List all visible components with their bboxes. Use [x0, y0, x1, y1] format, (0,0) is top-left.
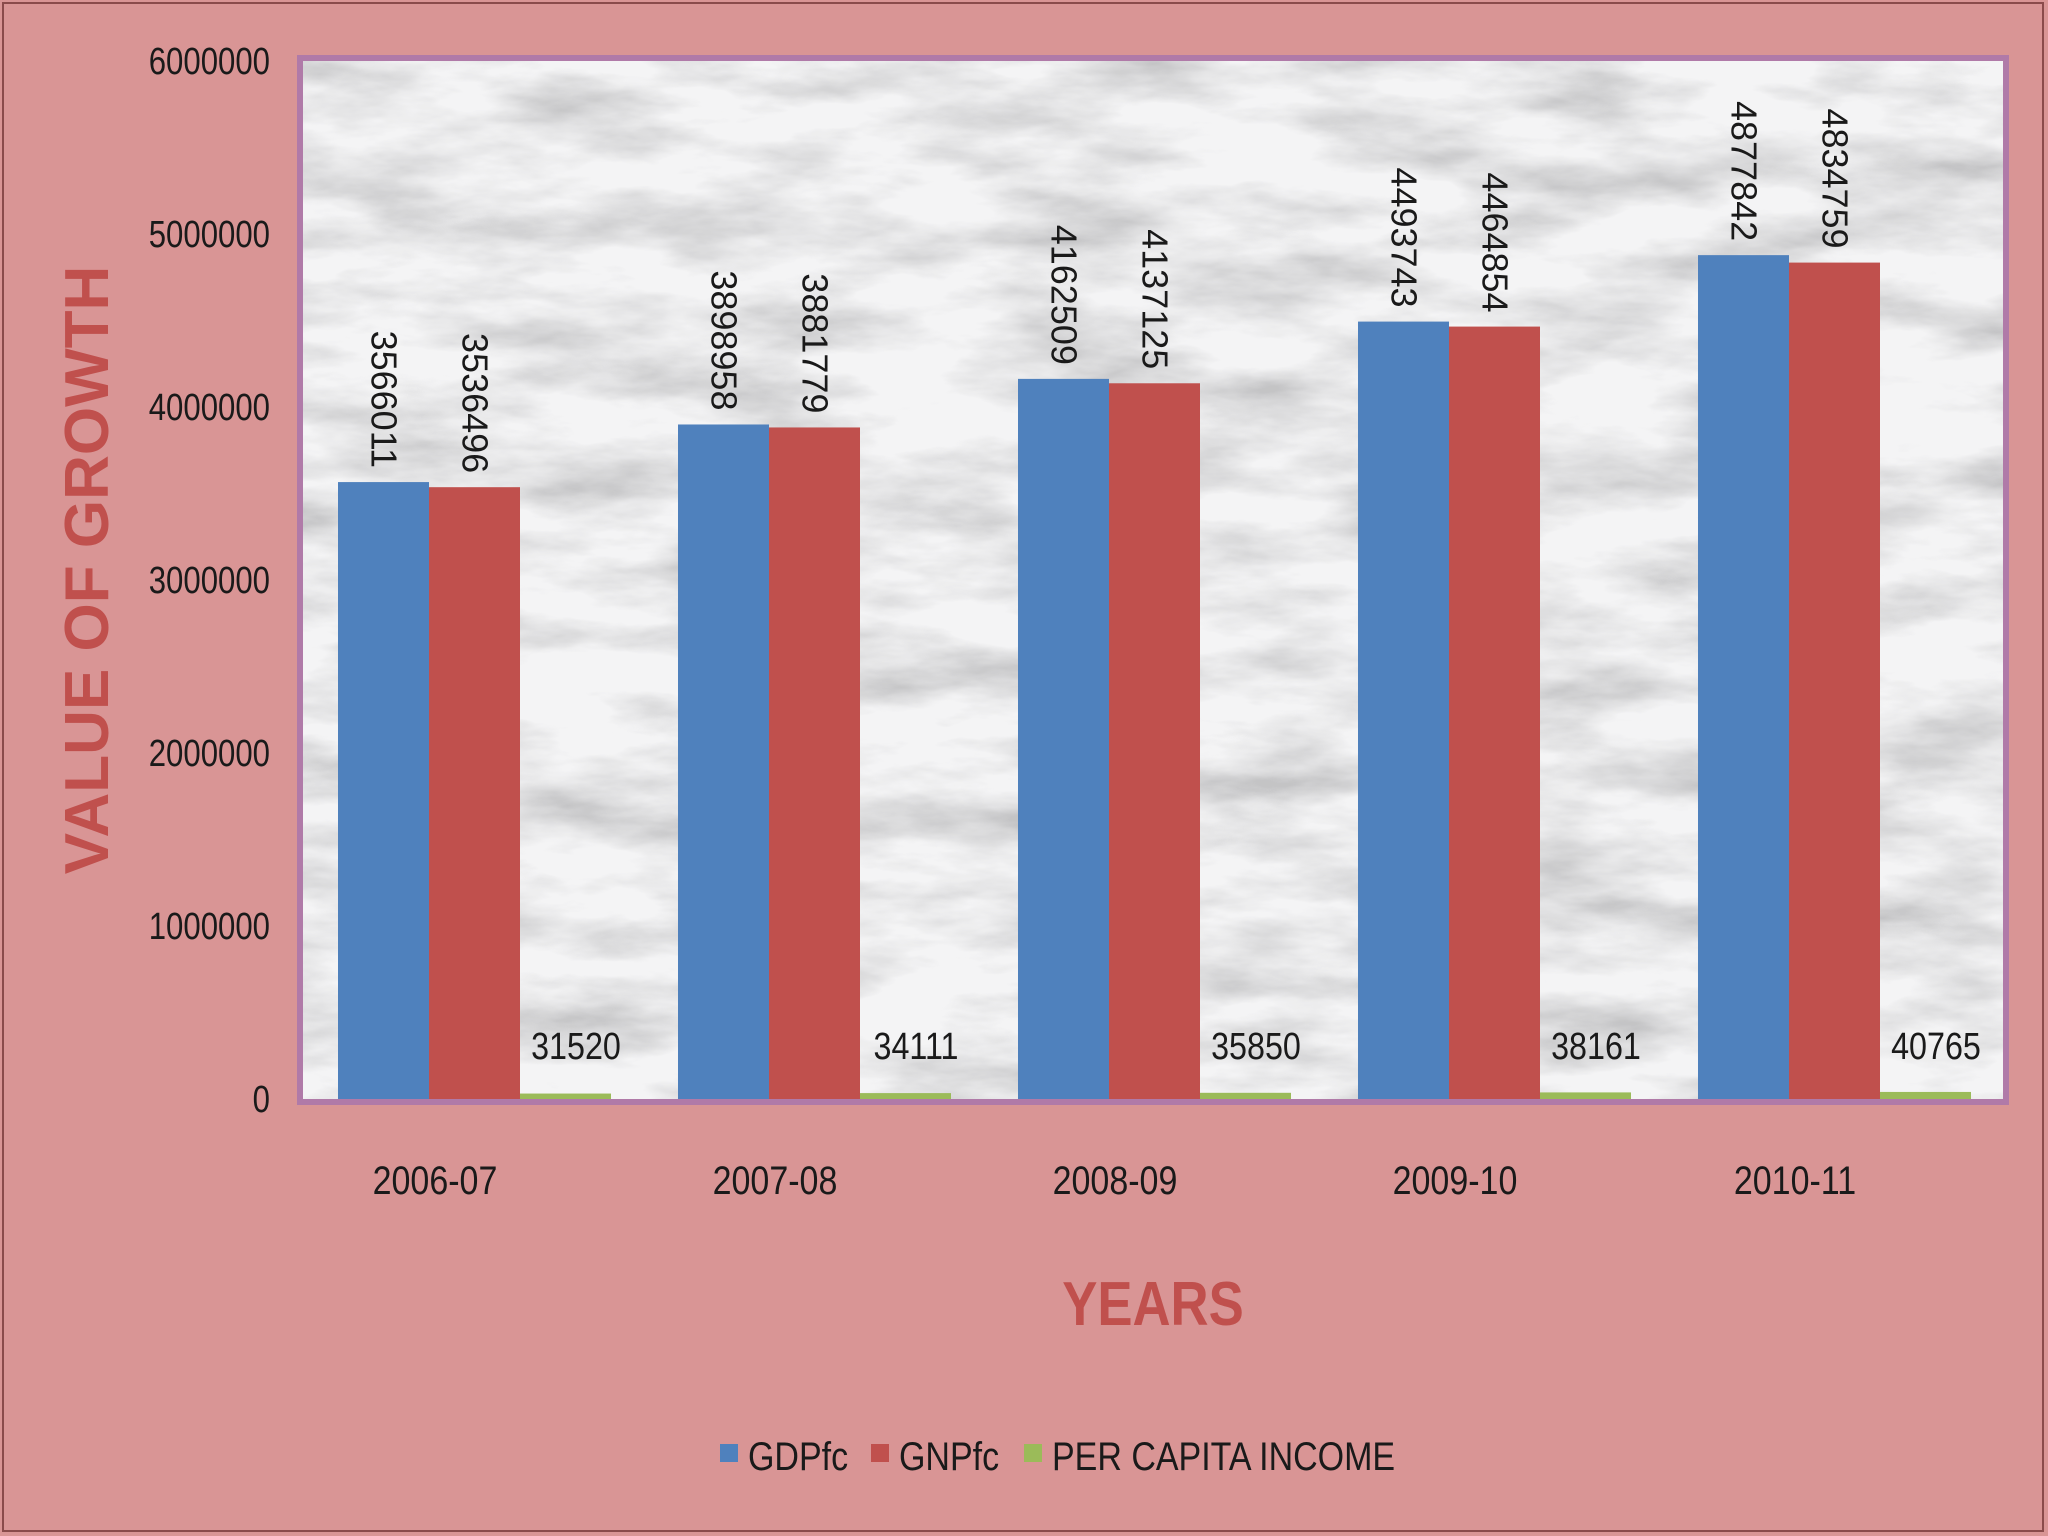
x-tick-label: 2009-10: [1393, 1157, 1518, 1202]
y-axis: 0 1000000 2000000 3000000 4000000 5000000 6000…: [149, 41, 270, 1121]
data-label: 3566011: [364, 331, 405, 468]
legend-swatch: [871, 1444, 889, 1462]
data-label: 4877842: [1724, 101, 1765, 241]
x-tick-label: 2010-11: [1734, 1157, 1856, 1202]
bar-per-capita-income-2009-10: [1540, 1092, 1631, 1099]
data-label: 4493743: [1384, 167, 1425, 307]
bar-gnpfc-2007-08: [769, 427, 860, 1099]
data-label: 3536496: [455, 333, 496, 473]
data-label: 35850: [1211, 1026, 1301, 1068]
x-tick-label: 2007-08: [713, 1157, 838, 1202]
bar-gnpfc-2009-10: [1449, 326, 1540, 1099]
bar-gdpfc-2010-11: [1698, 255, 1789, 1100]
y-tick-label: 5000000: [149, 214, 270, 256]
data-label: 4137125: [1135, 229, 1176, 369]
legend: GDPfc GNPfc PER CAPITA INCOME: [720, 1433, 1395, 1479]
data-label: 4162509: [1044, 225, 1085, 365]
legend-label: GNPfc: [899, 1433, 999, 1478]
y-tick-label: 6000000: [149, 41, 270, 83]
x-axis: 2006-07 2007-08 2008-09 2009-10 2010-11: [373, 1157, 1856, 1202]
y-tick-label: 1000000: [149, 906, 270, 948]
bar-gdpfc-2009-10: [1358, 321, 1449, 1099]
bar-gdpfc-2006-07: [338, 482, 429, 1100]
bar-gnpfc-2006-07: [429, 487, 520, 1100]
y-tick-label: 2000000: [149, 733, 270, 775]
data-label: 34111: [874, 1026, 959, 1068]
data-label: 40765: [1891, 1026, 1981, 1068]
bar-per-capita-income-2006-07: [520, 1093, 611, 1099]
bar-gdpfc-2007-08: [678, 424, 769, 1100]
bar-per-capita-income-2007-08: [860, 1093, 951, 1099]
legend-swatch: [1024, 1444, 1042, 1462]
data-label: 4464854: [1475, 172, 1516, 312]
bar-gnpfc-2010-11: [1789, 262, 1880, 1100]
y-axis-title: VALUE OF GROWTH: [53, 266, 122, 874]
legend-label: PER CAPITA INCOME: [1052, 1433, 1395, 1478]
data-label: 3881779: [795, 273, 836, 413]
data-label: 4834759: [1815, 108, 1856, 248]
x-axis-title: YEARS: [1062, 1270, 1244, 1339]
bars: [338, 255, 1971, 1100]
data-labels: 3566011 3536496 31520 3898958 3881779 34111 41…: [364, 101, 1981, 1068]
bar-per-capita-income-2010-11: [1880, 1091, 1971, 1099]
y-tick-label: 0: [253, 1079, 270, 1121]
y-tick-label: 3000000: [149, 560, 270, 602]
x-tick-label: 2006-07: [373, 1157, 498, 1202]
data-label: 3898958: [704, 270, 745, 410]
data-label: 38161: [1551, 1026, 1641, 1068]
bar-gnpfc-2008-09: [1109, 383, 1200, 1100]
x-tick-label: 2008-09: [1053, 1157, 1178, 1202]
legend-swatch: [720, 1444, 738, 1462]
bar-gdpfc-2008-09: [1018, 378, 1109, 1099]
bar-per-capita-income-2008-09: [1200, 1092, 1291, 1099]
y-tick-label: 4000000: [149, 387, 270, 429]
data-label: 31520: [531, 1026, 621, 1068]
legend-label: GDPfc: [748, 1433, 848, 1478]
